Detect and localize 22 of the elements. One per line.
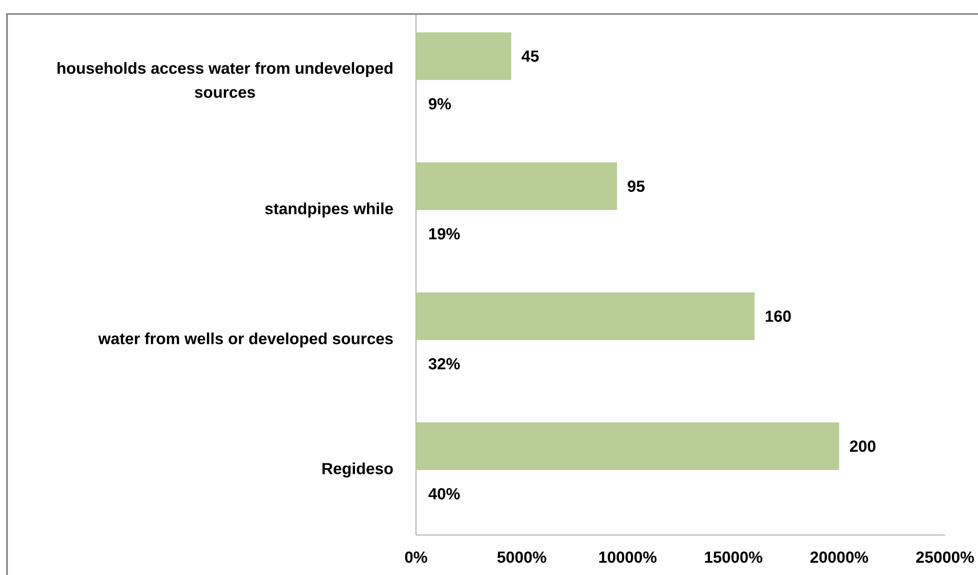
y-tick-label: households access water from undeveloped sources — [58, 62, 392, 98]
bar — [416, 32, 512, 80]
x-tick-label: 15000% — [705, 552, 762, 563]
annotation: 19% — [429, 228, 460, 240]
bar — [416, 422, 840, 470]
x-tick-label: 20000% — [810, 552, 868, 563]
x-tick-label: 0% — [405, 552, 428, 563]
x-tick-label: 5000% — [497, 552, 546, 563]
x-tick-label: 10000% — [599, 552, 657, 563]
y-tick-label: water from wells or developed sources — [98, 332, 393, 348]
annotation: 9% — [428, 98, 451, 110]
annotation: 32% — [428, 358, 460, 370]
data-label: 95 — [628, 180, 645, 192]
annotation: 40% — [428, 488, 460, 500]
y-tick-label: standpipes while — [265, 202, 393, 218]
y-tick-label: Regideso — [322, 462, 393, 478]
bar — [416, 292, 755, 340]
data-label: 160 — [766, 310, 791, 322]
data-label: 200 — [850, 440, 876, 452]
x-tick-label: 25000% — [916, 552, 974, 563]
data-label: 45 — [522, 50, 539, 62]
bar — [416, 162, 618, 210]
